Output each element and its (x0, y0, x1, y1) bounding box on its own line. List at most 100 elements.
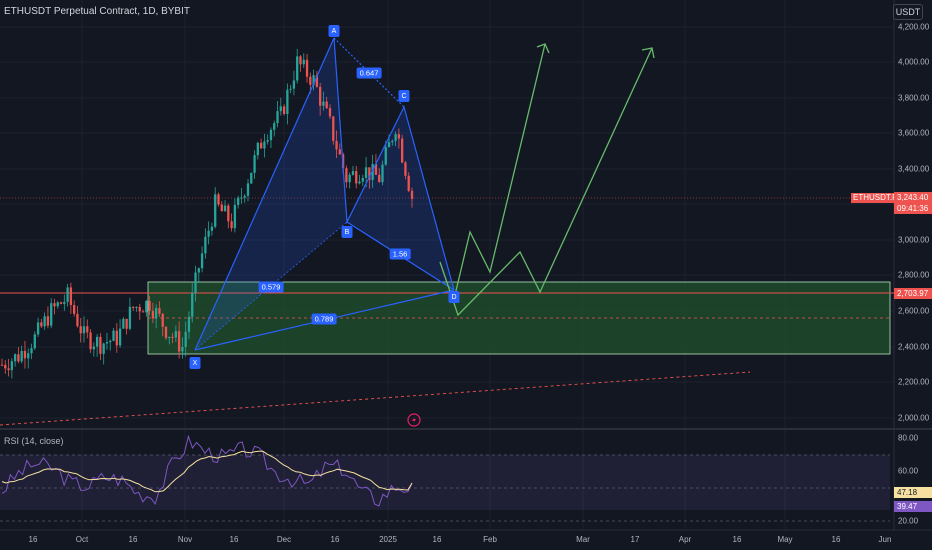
candle-body (23, 350, 27, 359)
candle-body (351, 171, 355, 175)
candle-body (92, 346, 95, 350)
ratio-label: 0.789 (311, 313, 337, 325)
rsi-band (0, 455, 890, 510)
candle-body (309, 76, 312, 85)
candle-body (151, 310, 155, 319)
candle-body (174, 331, 177, 338)
candle-body (404, 162, 407, 176)
candle-body (397, 134, 401, 139)
price-axis-label: 4,000.00 (898, 57, 930, 67)
candle-body (191, 292, 194, 317)
time-axis-label: 16 (432, 535, 442, 544)
pattern-point-b: B (341, 226, 353, 238)
candle-body (177, 331, 181, 352)
candle-body (30, 348, 33, 354)
price-axis-label: 4,200.00 (898, 22, 930, 32)
candle-body (135, 306, 138, 308)
candle-body (27, 353, 30, 359)
candle-body (76, 313, 79, 327)
candle-body (378, 174, 381, 183)
candle-body (230, 221, 233, 229)
price-axis-label: 3,000.00 (898, 235, 930, 245)
rsi-ma-line (1, 450, 413, 493)
candle-body (10, 361, 13, 371)
candle-body (200, 253, 204, 269)
candle-body (361, 177, 364, 182)
time-axis-label: 16 (330, 535, 340, 544)
candle-body (407, 175, 410, 191)
candle-body (214, 194, 217, 227)
candle-body (220, 204, 223, 212)
candle-body (364, 167, 368, 178)
candle-body (394, 134, 397, 141)
candle-body (204, 236, 207, 254)
candle-body (233, 204, 237, 229)
candle-body (56, 302, 59, 307)
candle-body (194, 272, 197, 293)
candle-body (269, 129, 273, 141)
time-axis-label: Nov (177, 535, 193, 544)
candle-body (112, 330, 115, 341)
candle-body (315, 75, 319, 87)
candle-body (289, 88, 292, 90)
price-axis-label: 2,600.00 (898, 306, 930, 316)
candle-body (227, 205, 230, 222)
time-axis-label: May (777, 535, 793, 544)
candle-body (358, 181, 361, 184)
candle-body (59, 302, 63, 304)
candle-body (158, 308, 161, 314)
candle-body (282, 106, 286, 115)
candle-body (319, 86, 322, 106)
candle-body (276, 111, 279, 124)
currency-button[interactable]: USDT (893, 4, 923, 20)
candle-body (243, 195, 246, 198)
candle-body (355, 171, 358, 184)
candle-body (105, 342, 109, 344)
price-axis-label: 3,600.00 (898, 128, 930, 138)
candle-body (371, 163, 374, 180)
time-axis-label: 16 (28, 535, 38, 544)
candle-body (69, 287, 73, 306)
candle-body (95, 336, 99, 347)
candle-body (391, 140, 394, 143)
candle-body (164, 326, 168, 339)
candle-body (210, 226, 214, 231)
candle-body (250, 172, 253, 184)
candle-body (141, 311, 145, 313)
candle-body (279, 106, 282, 112)
pattern-point-a: A (328, 25, 340, 37)
candle-body (345, 168, 348, 183)
candle-body (256, 142, 259, 156)
candle-body (302, 59, 305, 65)
candle-body (181, 346, 184, 352)
candle-body (197, 268, 200, 273)
time-axis-label: 16 (732, 535, 742, 544)
last-price-tag: 3,243.40 (894, 192, 932, 203)
candle-body (240, 197, 243, 199)
price-axis-label: 3,400.00 (898, 164, 930, 174)
pattern-point-x: X (189, 357, 201, 369)
candle-body (332, 116, 335, 141)
ratio-label: 0.647 (356, 67, 382, 79)
rsi-axis-label: 80.00 (898, 433, 919, 443)
candle-body (384, 147, 387, 165)
price-axis-label: 2,400.00 (898, 342, 930, 352)
candle-body (125, 318, 128, 329)
candle-body (132, 306, 135, 308)
candle-body (89, 332, 92, 350)
candle-body (36, 322, 40, 335)
candle-body (322, 101, 325, 106)
candle-body (50, 303, 53, 326)
pattern-point-d: D (448, 291, 460, 303)
candle-body (325, 101, 328, 109)
candle-body (368, 167, 371, 180)
candle-body (387, 142, 391, 148)
candle-body (184, 331, 187, 347)
candle-body (374, 163, 378, 175)
candle-body (109, 340, 112, 343)
candle-body (118, 328, 122, 346)
rsi-ma-value-tag: 39.47 (894, 501, 932, 512)
candle-body (237, 197, 240, 205)
rsi-axis-label: 60.00 (898, 466, 919, 476)
